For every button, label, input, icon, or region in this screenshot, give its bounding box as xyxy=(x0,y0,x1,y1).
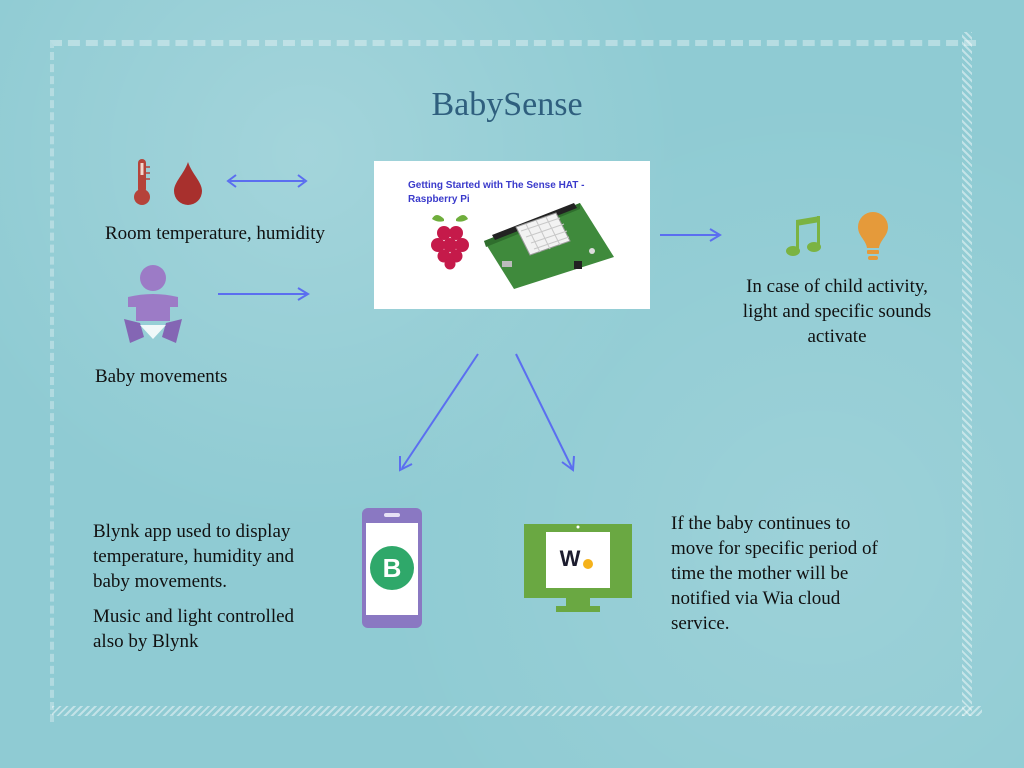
board-caption-line-2: Raspberry Pi xyxy=(408,194,470,205)
slide-title: BabySense xyxy=(431,86,583,123)
board-illustration xyxy=(431,203,614,289)
slide-frame xyxy=(50,40,976,722)
wia-line-3: time the mother will be xyxy=(671,563,849,584)
blynk-logo-letter: B xyxy=(383,553,402,583)
baby-icon xyxy=(124,265,182,343)
light-bulb-icon xyxy=(858,212,888,260)
wia-line-5: service. xyxy=(671,613,730,634)
water-drop-icon xyxy=(174,162,202,205)
wia-line-2: move for specific period of xyxy=(671,538,878,559)
bidirectional-arrow xyxy=(226,174,308,188)
wia-line-1: If the baby continues to xyxy=(671,513,851,534)
board-to-wia-arrow xyxy=(515,353,575,472)
baby-to-board-arrow xyxy=(218,287,310,301)
sense-hat-image: Getting Started with The Sense HAT - Ras… xyxy=(374,161,650,309)
blynk-logo-icon xyxy=(370,546,414,590)
board-caption: Getting Started with The Sense HAT - Ras… xyxy=(408,179,618,207)
monitor-wia-icon: W xyxy=(524,524,632,612)
blynk-line-1: Blynk app used to display xyxy=(93,521,291,542)
activity-line-1: In case of child activity, xyxy=(746,276,928,297)
raspberry-pi-logo-icon xyxy=(431,215,469,270)
activity-line-2: light and specific sounds xyxy=(742,301,932,322)
blynk-line-2: temperature, humidity and xyxy=(93,546,295,567)
blynk-line-3: baby movements. xyxy=(93,571,228,592)
frame-right-edge xyxy=(962,32,972,716)
frame-bottom-edge xyxy=(52,706,982,716)
phone-blynk-icon: B xyxy=(362,508,422,628)
music-note-icon xyxy=(786,216,821,256)
wia-logo-icon: W xyxy=(560,546,581,571)
room-temperature-label: Room temperature, humidity xyxy=(105,223,326,244)
baby-movements-label: Baby movements xyxy=(95,366,228,387)
thermometer-icon xyxy=(134,159,150,205)
activity-line-3: activate xyxy=(807,326,867,347)
board-caption-line-1: Getting Started with The Sense HAT - xyxy=(408,180,585,191)
board-to-blynk-arrow xyxy=(399,353,479,472)
blynk-control-line-1: Music and light controlled xyxy=(93,606,295,627)
wia-line-4: notified via Wia cloud xyxy=(671,588,841,609)
board-to-outputs-arrow xyxy=(660,228,722,242)
blynk-description: Blynk app used to display temperature, h… xyxy=(93,519,353,654)
wia-description: If the baby continues to move for specif… xyxy=(671,511,951,636)
activity-text: In case of child activity, light and spe… xyxy=(718,274,956,349)
blynk-control-line-2: also by Blynk xyxy=(93,631,199,652)
